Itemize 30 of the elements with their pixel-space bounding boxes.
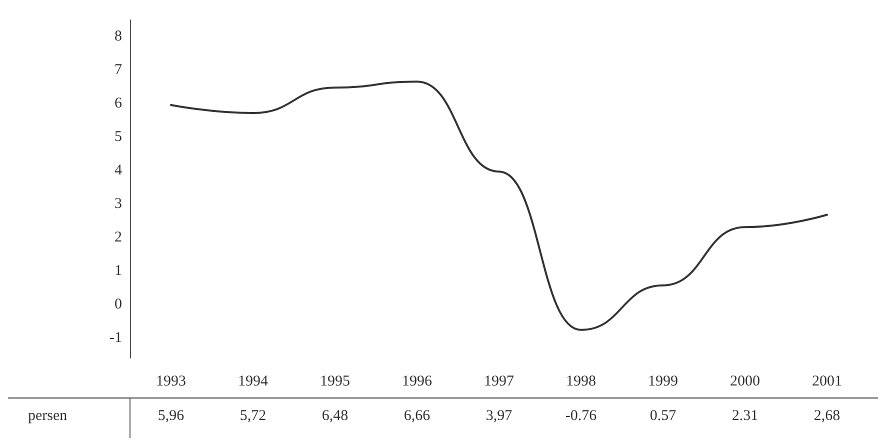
- y-tick-label: 1: [114, 262, 122, 279]
- y-tick-label: 0: [114, 296, 122, 312]
- text: persen: [28, 408, 68, 424]
- data-label: 6,66: [404, 408, 431, 424]
- data-label: 2,68: [814, 408, 840, 424]
- x-tick-label: 1998: [566, 374, 596, 390]
- y-tick-label: 4: [114, 162, 122, 179]
- y-tick-label: 2: [114, 230, 122, 246]
- data-label: 0.57: [650, 408, 677, 424]
- data-label: 2.31: [732, 408, 758, 424]
- data-label: 5,96: [158, 408, 185, 424]
- y-tick-label: 7: [114, 62, 122, 78]
- x-tick-label: 1999: [648, 374, 678, 390]
- y-tick-label: 8: [114, 28, 122, 45]
- y-tick-label: 5: [114, 129, 122, 146]
- x-tick-label: 1993: [156, 374, 186, 390]
- y-tick-label: 6: [114, 96, 122, 112]
- data-label: 3,97: [486, 408, 513, 424]
- y-tick-label: 3: [114, 196, 122, 212]
- x-tick-label: 1995: [320, 374, 350, 390]
- data-label: 5,72: [240, 408, 266, 424]
- x-tick-label: 2001: [812, 374, 842, 390]
- data-label: 6,48: [322, 408, 348, 424]
- x-tick-label: 1997: [484, 374, 514, 390]
- x-tick-label: 1996: [402, 374, 432, 390]
- line-series: [170, 80, 828, 331]
- x-tick-label: 2000: [730, 374, 760, 390]
- data-label: -0.76: [565, 408, 598, 424]
- y-tick-label: -1: [110, 330, 122, 346]
- x-tick-label: 1994: [238, 374, 268, 390]
